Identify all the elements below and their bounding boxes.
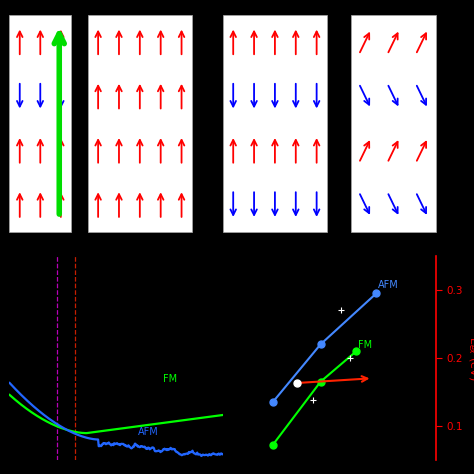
Text: FM: FM	[163, 374, 177, 384]
Text: AFM: AFM	[378, 280, 399, 290]
Y-axis label: E$_{ex}$ (eV): E$_{ex}$ (eV)	[466, 336, 474, 380]
Bar	[351, 15, 436, 232]
Text: FM: FM	[358, 340, 373, 350]
Bar	[223, 15, 327, 232]
Text: AFM: AFM	[137, 428, 158, 438]
Bar	[9, 15, 71, 232]
Bar	[88, 15, 192, 232]
